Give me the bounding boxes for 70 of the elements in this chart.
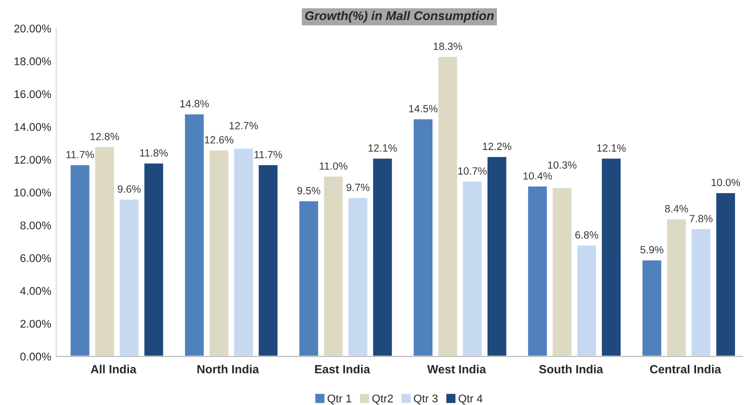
bar: [118, 198, 140, 356]
data-label: 11.7%: [66, 150, 94, 158]
bar: [551, 186, 573, 356]
y-tick-label: 6.00%: [20, 254, 51, 262]
y-tick-label: 16.00%: [14, 90, 51, 98]
bar: [298, 200, 320, 356]
bar: [436, 56, 458, 356]
bar: [208, 149, 230, 356]
bar: [322, 175, 344, 356]
data-label: 9.7%: [346, 184, 370, 192]
data-label: 10.7%: [458, 167, 487, 175]
bar: [412, 118, 434, 356]
bar: [526, 185, 548, 356]
bar: [69, 164, 91, 356]
bar: [666, 218, 688, 356]
bar: [714, 192, 736, 356]
bar: [690, 228, 712, 356]
bar: [347, 196, 369, 356]
x-tick-label: East India: [315, 364, 370, 374]
legend-label: Qtr 3: [414, 394, 438, 404]
data-label: 9.5%: [297, 186, 320, 194]
bar: [142, 162, 165, 356]
data-label: 11.0%: [320, 162, 348, 170]
data-label: 6.8%: [575, 231, 598, 239]
y-tick-label: 8.00%: [20, 221, 51, 230]
x-tick-label: South India: [539, 364, 604, 374]
y-tick-label: 4.00%: [20, 287, 51, 295]
data-label: 12.8%: [90, 132, 119, 140]
bar: [576, 244, 598, 356]
bar: [600, 157, 622, 356]
bar: [372, 157, 394, 356]
data-label: 10.4%: [524, 172, 552, 180]
data-label: 5.9%: [640, 246, 664, 254]
y-tick-label: 20.00%: [14, 24, 51, 32]
data-label: 7.8%: [690, 214, 713, 222]
x-tick-label: North India: [197, 364, 260, 374]
data-label: 12.1%: [597, 144, 626, 152]
chart-title: Growth(%) in Mall Consumption: [305, 10, 494, 23]
bar: [184, 112, 206, 356]
bar: [462, 180, 484, 356]
y-tick-label: 12.00%: [14, 156, 51, 164]
bar: [232, 147, 254, 356]
x-tick-label: Central India: [650, 364, 722, 374]
data-label: 14.8%: [180, 100, 209, 108]
y-tick-label: 18.00%: [14, 57, 51, 66]
data-label: 9.6%: [118, 185, 141, 193]
bar: [641, 258, 663, 356]
legend-label: Qtr 4: [458, 394, 482, 404]
data-label: 14.5%: [409, 105, 438, 112]
legend-label: Qtr 1: [328, 394, 352, 404]
data-label: 11.7%: [254, 150, 282, 158]
x-tick-label: All India: [90, 364, 136, 374]
data-label: 10.3%: [548, 161, 576, 169]
y-tick-label: 2.00%: [20, 320, 51, 328]
x-tick-label: West India: [427, 364, 486, 374]
y-tick-label: 14.00%: [14, 123, 51, 131]
legend-label: Qtr2: [372, 394, 393, 404]
data-label: 12.2%: [482, 142, 512, 150]
data-label: 12.7%: [230, 122, 258, 130]
data-label: 8.4%: [665, 205, 688, 212]
data-label: 11.8%: [140, 149, 168, 157]
data-label: 18.3%: [434, 42, 462, 50]
bar: [94, 146, 116, 356]
y-tick-label: 0.00%: [20, 352, 51, 361]
data-label: 12.6%: [204, 136, 234, 144]
y-tick-label: 10.00%: [14, 188, 51, 197]
data-label: 12.1%: [368, 144, 397, 152]
bar: [486, 156, 508, 356]
bar: [257, 164, 279, 356]
data-label: 10.0%: [712, 178, 740, 186]
